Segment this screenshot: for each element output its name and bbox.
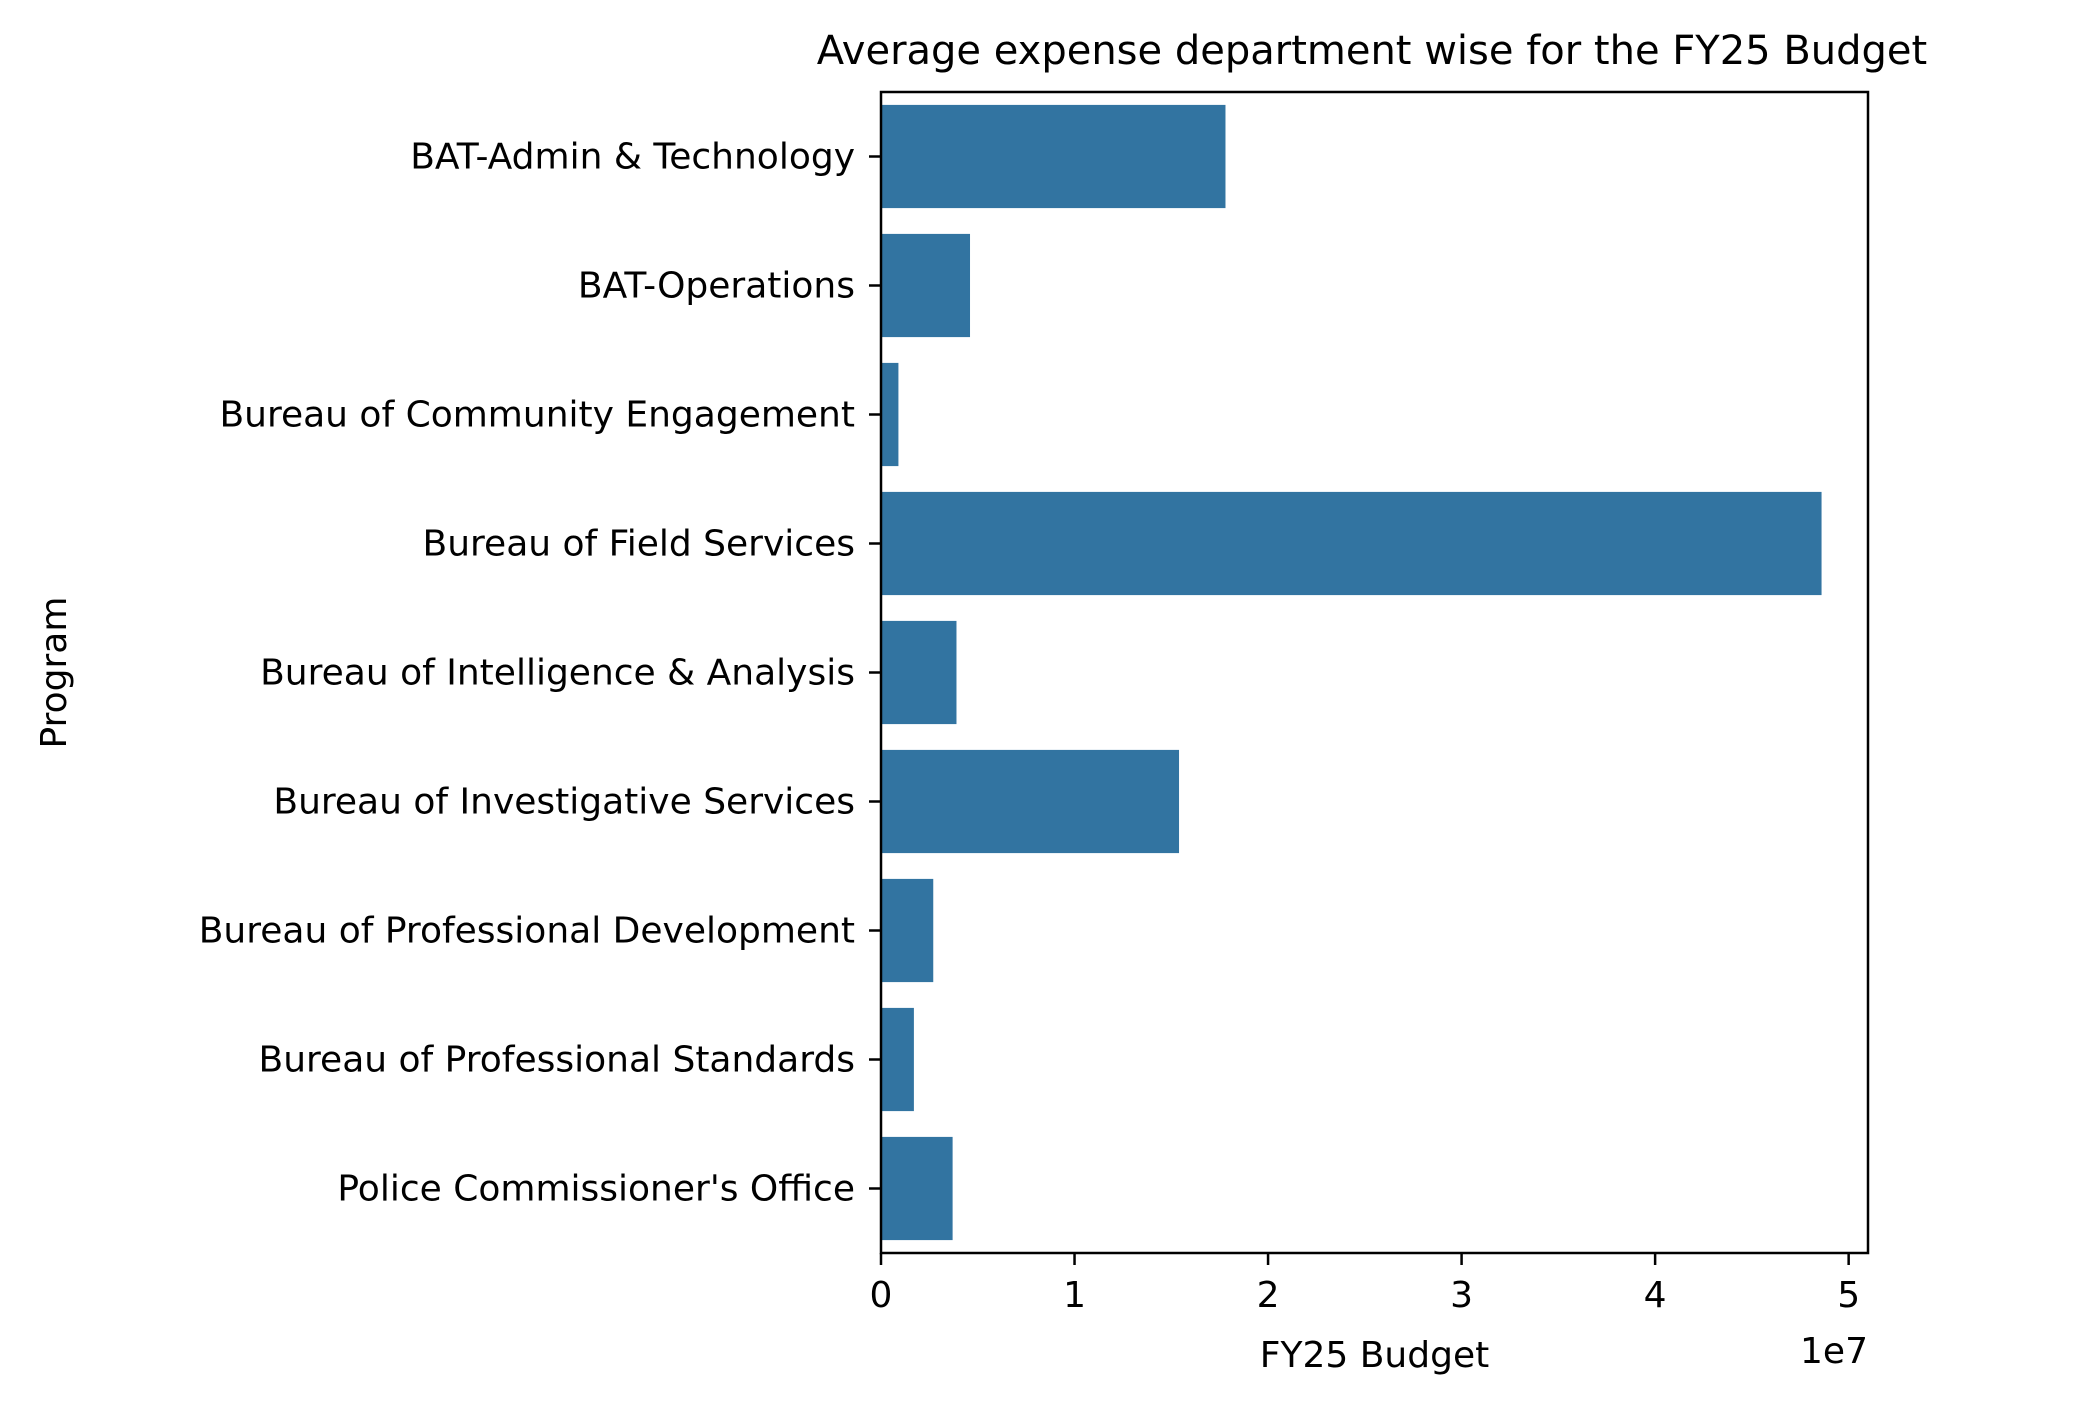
x-tick-label: 4 (1644, 1275, 1667, 1316)
plot-frame (879, 90, 1870, 1255)
bar-bureau-of-professional-development (881, 878, 934, 983)
y-tick-label: Bureau of Field Services (423, 524, 855, 565)
x-tick-label: 0 (870, 1275, 893, 1316)
y-tick-label: Bureau of Intelligence & Analysis (260, 653, 855, 694)
x-tick-label: 1 (1063, 1275, 1086, 1316)
bar-bureau-of-investigative-services (881, 749, 1180, 854)
chart-title: Average expense department wise for the … (817, 28, 1927, 74)
x-axis-ticks: 0 1 2 3 4 5 (870, 1253, 1860, 1316)
y-axis-label: Program (34, 597, 75, 749)
x-tick-label: 2 (1257, 1275, 1280, 1316)
y-tick-label: Bureau of Professional Development (199, 911, 855, 952)
bar-bat-operations (881, 233, 971, 338)
x-axis-offset-label: 1e7 (1800, 1331, 1868, 1372)
bar-bat-admin-technology (881, 104, 1226, 209)
y-tick-label: Bureau of Community Engagement (219, 395, 855, 436)
y-tick-label: BAT-Operations (578, 266, 855, 307)
bar-bureau-of-professional-standards (881, 1007, 914, 1112)
y-tick-label: BAT-Admin & Technology (410, 137, 855, 178)
bar-bureau-of-intelligence-analysis (881, 620, 957, 725)
x-tick-label: 3 (1450, 1275, 1473, 1316)
y-tick-label: Bureau of Professional Standards (259, 1040, 855, 1081)
x-tick-label: 5 (1837, 1275, 1860, 1316)
y-tick-label: Police Commissioner's Office (337, 1169, 855, 1210)
bar-bureau-of-field-services (881, 491, 1822, 596)
bar-police-commissioner-s-office (881, 1136, 953, 1241)
y-tick-label: Bureau of Investigative Services (273, 782, 855, 823)
y-axis-ticks: BAT-Admin & Technology BAT-Operations Bure… (199, 137, 881, 1210)
x-axis-label: FY25 Budget (1260, 1335, 1489, 1376)
bar-bureau-of-community-engagement (881, 362, 899, 467)
bars-group (881, 104, 1822, 1241)
